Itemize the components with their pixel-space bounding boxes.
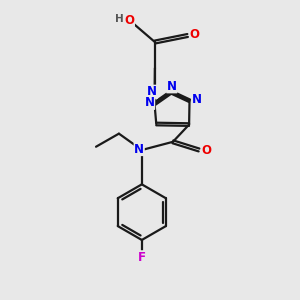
Text: N: N bbox=[192, 93, 202, 106]
Text: F: F bbox=[138, 251, 146, 264]
Text: N: N bbox=[167, 80, 177, 93]
Text: N: N bbox=[134, 142, 144, 155]
Text: O: O bbox=[124, 14, 134, 27]
Text: N: N bbox=[145, 96, 154, 109]
Text: N: N bbox=[147, 85, 157, 98]
Text: O: O bbox=[190, 28, 200, 41]
Text: H: H bbox=[115, 14, 124, 24]
Text: O: O bbox=[201, 144, 211, 157]
